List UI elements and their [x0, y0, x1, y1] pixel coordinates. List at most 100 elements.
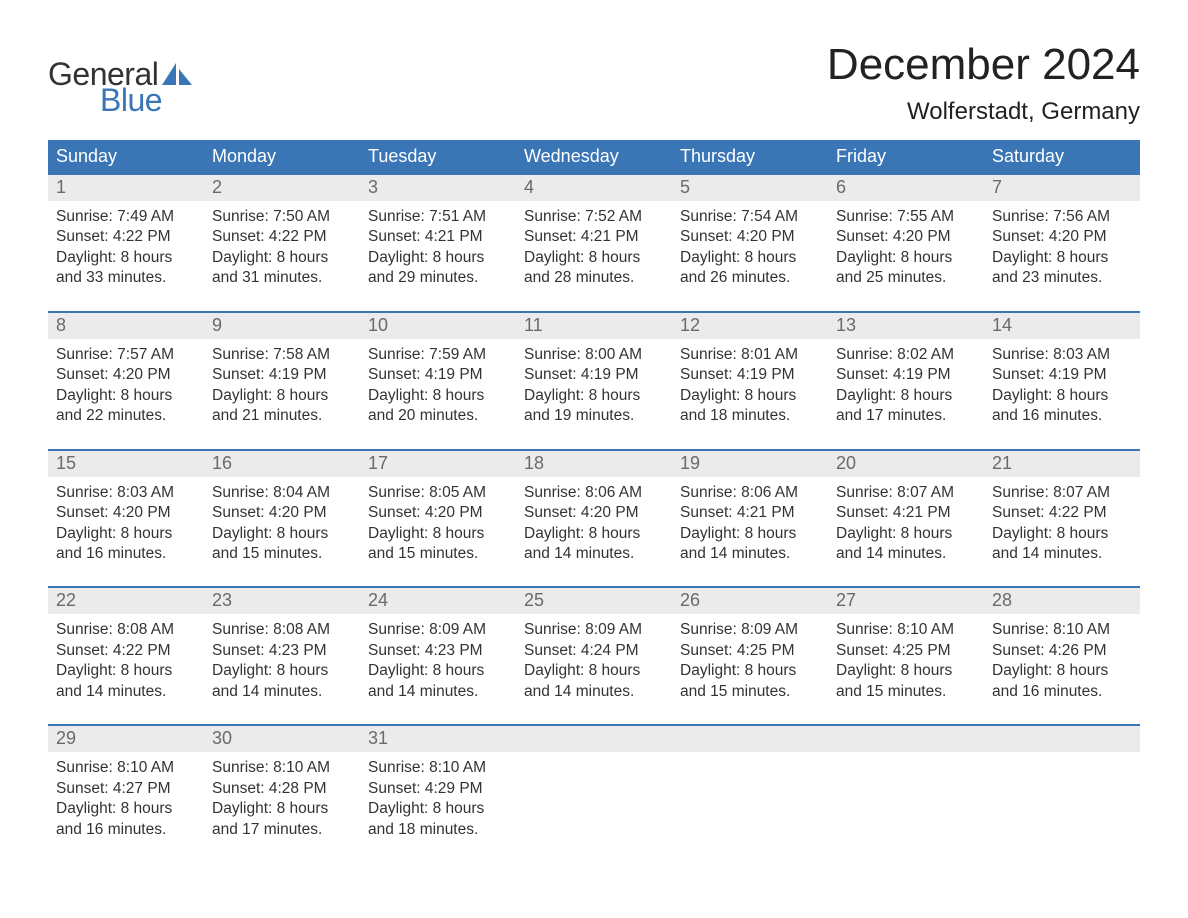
- daylight-line2: and 17 minutes.: [212, 820, 352, 840]
- sunset-text: Sunset: 4:20 PM: [56, 365, 196, 385]
- month-title: December 2024: [827, 40, 1140, 90]
- day-number: 11: [516, 313, 672, 339]
- logo: General Blue: [48, 40, 192, 116]
- sunset-text: Sunset: 4:20 PM: [992, 227, 1132, 247]
- sunset-text: Sunset: 4:24 PM: [524, 641, 664, 661]
- sunset-text: Sunset: 4:19 PM: [680, 365, 820, 385]
- daylight-line1: Daylight: 8 hours: [212, 799, 352, 819]
- daylight-line1: Daylight: 8 hours: [524, 661, 664, 681]
- sunset-text: Sunset: 4:22 PM: [212, 227, 352, 247]
- day-number: 1: [48, 175, 204, 201]
- day-number: 19: [672, 451, 828, 477]
- day-cell: Sunrise: 8:10 AMSunset: 4:26 PMDaylight:…: [984, 614, 1140, 706]
- day-number: [828, 726, 984, 752]
- sunrise-text: Sunrise: 8:02 AM: [836, 345, 976, 365]
- sunset-text: Sunset: 4:20 PM: [680, 227, 820, 247]
- daylight-line1: Daylight: 8 hours: [680, 248, 820, 268]
- day-number: 6: [828, 175, 984, 201]
- daylight-line2: and 14 minutes.: [368, 682, 508, 702]
- daylight-line2: and 18 minutes.: [680, 406, 820, 426]
- sunset-text: Sunset: 4:23 PM: [368, 641, 508, 661]
- day-cell: Sunrise: 7:55 AMSunset: 4:20 PMDaylight:…: [828, 201, 984, 293]
- sunset-text: Sunset: 4:19 PM: [992, 365, 1132, 385]
- day-number: 22: [48, 588, 204, 614]
- day-cell: [828, 752, 984, 844]
- daylight-line2: and 21 minutes.: [212, 406, 352, 426]
- daylight-line1: Daylight: 8 hours: [836, 661, 976, 681]
- sunrise-text: Sunrise: 8:10 AM: [212, 758, 352, 778]
- sunset-text: Sunset: 4:23 PM: [212, 641, 352, 661]
- day-cell: Sunrise: 8:06 AMSunset: 4:21 PMDaylight:…: [672, 477, 828, 569]
- daylight-line1: Daylight: 8 hours: [212, 248, 352, 268]
- day-number: 14: [984, 313, 1140, 339]
- daylight-line1: Daylight: 8 hours: [680, 661, 820, 681]
- day-number: [672, 726, 828, 752]
- daylight-line1: Daylight: 8 hours: [836, 524, 976, 544]
- day-number: 17: [360, 451, 516, 477]
- daylight-line2: and 14 minutes.: [680, 544, 820, 564]
- day-cell: Sunrise: 8:05 AMSunset: 4:20 PMDaylight:…: [360, 477, 516, 569]
- location-label: Wolferstadt, Germany: [827, 98, 1140, 126]
- weekday-saturday: Saturday: [984, 140, 1140, 173]
- sunrise-text: Sunrise: 8:03 AM: [992, 345, 1132, 365]
- sunrise-text: Sunrise: 8:01 AM: [680, 345, 820, 365]
- day-cell: Sunrise: 8:07 AMSunset: 4:22 PMDaylight:…: [984, 477, 1140, 569]
- sunset-text: Sunset: 4:19 PM: [524, 365, 664, 385]
- day-number: 20: [828, 451, 984, 477]
- daylight-line1: Daylight: 8 hours: [56, 248, 196, 268]
- sunrise-text: Sunrise: 8:09 AM: [680, 620, 820, 640]
- weekday-monday: Monday: [204, 140, 360, 173]
- sunrise-text: Sunrise: 7:58 AM: [212, 345, 352, 365]
- day-number: 10: [360, 313, 516, 339]
- daylight-line1: Daylight: 8 hours: [368, 386, 508, 406]
- day-cell: Sunrise: 8:10 AMSunset: 4:25 PMDaylight:…: [828, 614, 984, 706]
- weekday-header-row: Sunday Monday Tuesday Wednesday Thursday…: [48, 140, 1140, 173]
- daylight-line2: and 15 minutes.: [368, 544, 508, 564]
- daynum-row: 891011121314: [48, 313, 1140, 339]
- day-cell: Sunrise: 7:54 AMSunset: 4:20 PMDaylight:…: [672, 201, 828, 293]
- daylight-line1: Daylight: 8 hours: [212, 661, 352, 681]
- day-cell: Sunrise: 7:51 AMSunset: 4:21 PMDaylight:…: [360, 201, 516, 293]
- week-row: 293031Sunrise: 8:10 AMSunset: 4:27 PMDay…: [48, 724, 1140, 844]
- daylight-line1: Daylight: 8 hours: [56, 524, 196, 544]
- sunrise-text: Sunrise: 8:09 AM: [368, 620, 508, 640]
- sunset-text: Sunset: 4:20 PM: [212, 503, 352, 523]
- daylight-line2: and 16 minutes.: [992, 406, 1132, 426]
- sunset-text: Sunset: 4:22 PM: [56, 641, 196, 661]
- day-cell: Sunrise: 8:03 AMSunset: 4:19 PMDaylight:…: [984, 339, 1140, 431]
- sunrise-text: Sunrise: 7:52 AM: [524, 207, 664, 227]
- day-number: 16: [204, 451, 360, 477]
- day-number: 27: [828, 588, 984, 614]
- day-number: 31: [360, 726, 516, 752]
- sunrise-text: Sunrise: 8:00 AM: [524, 345, 664, 365]
- day-number: 2: [204, 175, 360, 201]
- sunset-text: Sunset: 4:28 PM: [212, 779, 352, 799]
- daylight-line1: Daylight: 8 hours: [680, 524, 820, 544]
- day-number: 25: [516, 588, 672, 614]
- sunset-text: Sunset: 4:21 PM: [524, 227, 664, 247]
- sunrise-text: Sunrise: 8:03 AM: [56, 483, 196, 503]
- sunset-text: Sunset: 4:25 PM: [680, 641, 820, 661]
- sunset-text: Sunset: 4:25 PM: [836, 641, 976, 661]
- sunrise-text: Sunrise: 7:59 AM: [368, 345, 508, 365]
- daylight-line2: and 33 minutes.: [56, 268, 196, 288]
- daylight-line1: Daylight: 8 hours: [524, 386, 664, 406]
- day-cell: Sunrise: 8:02 AMSunset: 4:19 PMDaylight:…: [828, 339, 984, 431]
- daylight-line2: and 14 minutes.: [524, 682, 664, 702]
- day-number: [984, 726, 1140, 752]
- weekday-thursday: Thursday: [672, 140, 828, 173]
- day-cell: [672, 752, 828, 844]
- sunset-text: Sunset: 4:19 PM: [212, 365, 352, 385]
- sunset-text: Sunset: 4:19 PM: [836, 365, 976, 385]
- sunset-text: Sunset: 4:20 PM: [368, 503, 508, 523]
- day-cell: [984, 752, 1140, 844]
- sunrise-text: Sunrise: 7:54 AM: [680, 207, 820, 227]
- daylight-line1: Daylight: 8 hours: [524, 248, 664, 268]
- day-cell: Sunrise: 8:10 AMSunset: 4:27 PMDaylight:…: [48, 752, 204, 844]
- sunrise-text: Sunrise: 8:10 AM: [368, 758, 508, 778]
- day-number: 29: [48, 726, 204, 752]
- day-number: 3: [360, 175, 516, 201]
- day-number: 26: [672, 588, 828, 614]
- daylight-line2: and 16 minutes.: [992, 682, 1132, 702]
- sunset-text: Sunset: 4:20 PM: [836, 227, 976, 247]
